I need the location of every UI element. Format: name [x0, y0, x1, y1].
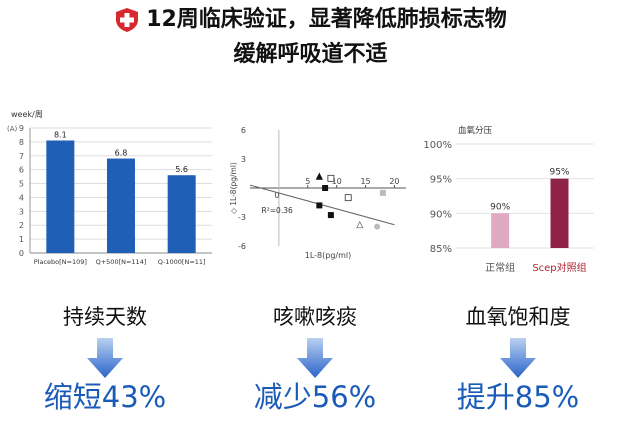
stat-result: 缩短43%: [43, 380, 167, 414]
x-tick-label: 5: [305, 177, 310, 186]
duration-bar-chart: week/周 (A) 0 1 2 3 4 5 6 7 8 9 8.1 Placebo[N=109] 6.8 Q…: [7, 110, 212, 266]
y-tick-label: 3: [19, 207, 24, 216]
data-point: [344, 194, 352, 202]
category-label: Placebo[N=109]: [34, 258, 87, 266]
bar-3: [167, 175, 196, 253]
down-arrow-icon: [500, 338, 536, 378]
category-label: Scep对照组: [532, 261, 586, 274]
y-tick-label: -6: [238, 242, 246, 251]
x-tick-label: 15: [360, 177, 370, 186]
chart-title: 血氧分压: [458, 125, 493, 136]
y-tick-label: 4: [19, 193, 24, 202]
data-point: [322, 185, 329, 191]
category-label: 正常组: [485, 261, 515, 274]
x-tick-label: 0: [274, 191, 279, 200]
data-point: [315, 172, 323, 180]
y-tick-label: 85%: [430, 244, 452, 255]
bar-value-label: 8.1: [54, 131, 67, 140]
y-tick-label: 2: [19, 221, 24, 230]
bar-1: [46, 140, 75, 253]
x-tick-label: 20: [389, 177, 399, 186]
y-tick-label: 90%: [430, 209, 452, 220]
stat-duration: 持续天数 缩短43%: [5, 304, 205, 414]
x-tick-label: 10: [332, 177, 342, 186]
il8-scatter-chart: 0 5 10 15 20 6 3 -3 -6 R²=0.36 ◇ 1L-8(pg/ml) 1L-8(p…: [229, 126, 406, 260]
bar-1: [491, 213, 510, 248]
bar-value-label: 90%: [490, 202, 510, 212]
y-tick-label: 7: [19, 152, 24, 161]
y-tick-label: -3: [238, 213, 246, 222]
headline-row-1: 12周临床验证，显著降低肺损标志物: [114, 6, 507, 34]
headline-line-1: 12周临床验证，显著降低肺损标志物: [146, 7, 507, 32]
category-label: Q+500[N=114]: [96, 258, 147, 266]
stat-result: 减少56%: [253, 380, 377, 414]
data-point: [356, 220, 364, 229]
y-axis-label: ◇ 1L-8(pg/ml): [229, 162, 238, 214]
headline: 12周临床验证，显著降低肺损标志物 缓解呼吸道不适: [0, 6, 621, 69]
data-point: [316, 202, 323, 209]
data-point: [374, 223, 381, 230]
data-point: [327, 212, 334, 219]
oxygen-bar-chart: 血氧分压 85% 90% 95% 100% 90% 正常组 95% Scep对照组: [423, 125, 594, 274]
data-point: [379, 189, 386, 196]
stat-oxygen: 血氧饱和度 提升85%: [418, 304, 618, 414]
bar-value-label: 95%: [549, 168, 569, 178]
stat-label: 咳嗽咳痰: [273, 305, 357, 329]
bar-2: [550, 178, 569, 248]
y-tick-label: 6: [241, 126, 246, 135]
data-point: [327, 174, 335, 182]
stat-cough: 咳嗽咳痰 减少56%: [215, 304, 415, 414]
headline-line-2: 缓解呼吸道不适: [233, 42, 388, 67]
bar-value-label: 5.6: [175, 165, 188, 174]
y-tick-label: 8: [19, 138, 24, 147]
unit-label: week/周: [11, 110, 43, 119]
stat-label: 持续天数: [63, 305, 147, 329]
bar-value-label: 6.8: [115, 149, 128, 158]
stat-result: 提升85%: [456, 380, 580, 414]
down-arrow-icon: [87, 338, 123, 378]
y-tick-label: 9: [19, 124, 24, 133]
category-label: Q-1000[N=11]: [158, 258, 206, 266]
stat-label: 血氧饱和度: [465, 305, 571, 329]
y-axis-tag: (A): [7, 125, 18, 133]
y-tick-label: 95%: [430, 175, 452, 186]
red-cross-shield-icon: [114, 7, 140, 33]
y-tick-label: 100%: [423, 140, 452, 151]
r-squared-annotation: R²=0.36: [262, 206, 293, 215]
x-axis-label: 1L-8(pg/ml): [305, 251, 352, 260]
y-tick-label: 6: [19, 166, 24, 175]
down-arrow-icon: [297, 338, 333, 378]
y-tick-label: 5: [19, 180, 24, 189]
y-tick-label: 1: [19, 235, 24, 244]
y-tick-label: 0: [19, 249, 24, 258]
bar-2: [107, 158, 135, 253]
y-tick-label: 3: [241, 155, 246, 164]
